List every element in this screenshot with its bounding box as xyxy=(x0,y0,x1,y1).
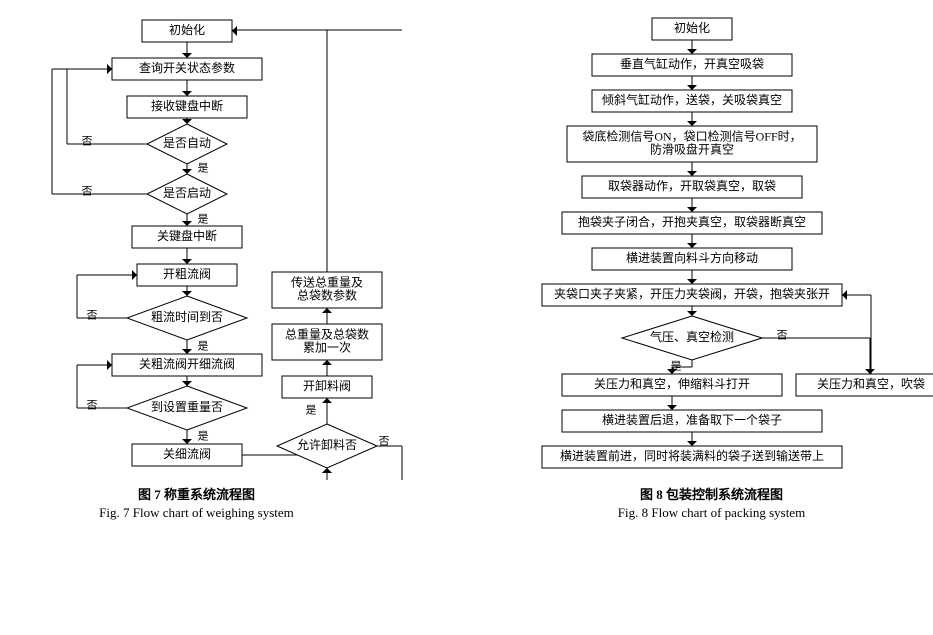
svg-text:允许卸料否: 允许卸料否 xyxy=(296,437,356,452)
svg-text:横进装置后退，准备取下一个袋子: 横进装置后退，准备取下一个袋子 xyxy=(601,413,781,427)
svg-text:是: 是 xyxy=(670,360,681,373)
figure-8-caption: 图 8 包装控制系统流程图 Fig. 8 Flow chart of packi… xyxy=(462,486,933,522)
svg-text:取袋器动作，开取袋真空，取袋: 取袋器动作，开取袋真空，取袋 xyxy=(607,179,775,193)
svg-text:初始化: 初始化 xyxy=(673,21,709,35)
svg-text:初始化: 初始化 xyxy=(168,23,204,37)
svg-text:否: 否 xyxy=(86,400,97,412)
svg-text:是否自动: 是否自动 xyxy=(162,136,210,150)
svg-text:是: 是 xyxy=(197,162,208,175)
svg-text:总袋数参数: 总袋数参数 xyxy=(296,287,356,302)
figure-8-title-cn: 图 8 包装控制系统流程图 xyxy=(462,486,933,504)
svg-text:是: 是 xyxy=(305,404,316,417)
svg-text:否: 否 xyxy=(378,436,389,448)
svg-text:抱袋夹子闭合，开抱夹真空，取袋器断真空: 抱袋夹子闭合，开抱夹真空，取袋器断真空 xyxy=(577,214,805,229)
svg-text:粗流时间到否: 粗流时间到否 xyxy=(150,310,222,324)
svg-text:传送总重量及: 传送总重量及 xyxy=(290,274,362,289)
svg-text:接收键盘中断: 接收键盘中断 xyxy=(150,98,222,113)
svg-text:防滑吸盘开真空: 防滑吸盘开真空 xyxy=(649,141,733,156)
figure-8-title-en: Fig. 8 Flow chart of packing system xyxy=(462,504,933,522)
svg-text:倾斜气缸动作，送袋，关吸袋真空: 倾斜气缸动作，送袋，关吸袋真空 xyxy=(601,92,781,107)
figure-7-title-en: Fig. 7 Flow chart of weighing system xyxy=(0,504,422,522)
svg-text:开粗流阀: 开粗流阀 xyxy=(162,267,210,281)
svg-text:是: 是 xyxy=(197,213,208,226)
svg-text:否: 否 xyxy=(81,186,92,198)
svg-text:否: 否 xyxy=(81,136,92,148)
figure-8: 是 否 初始化垂直气缸动作，开真空吸袋倾斜气缸动作，送袋，关吸袋真空袋底检测信号ON… xyxy=(462,10,933,522)
svg-text:累加一次: 累加一次 xyxy=(302,340,350,354)
svg-text:关细流阀: 关细流阀 xyxy=(162,447,210,461)
svg-text:是: 是 xyxy=(197,340,208,353)
svg-text:袋底检测信号ON，袋口检测信号OFF时，: 袋底检测信号ON，袋口检测信号OFF时， xyxy=(582,128,801,143)
svg-text:横进装置前进，同时将装满料的袋子送到输送带上: 横进装置前进，同时将装满料的袋子送到输送带上 xyxy=(559,448,823,463)
figure-7: 是否是否是否是否是否初始化查询开关状态参数接收键盘中断是否自动是否启动关键盘中断… xyxy=(0,10,422,522)
figure-7-title-cn: 图 7 称重系统流程图 xyxy=(0,486,422,504)
svg-text:总重量及总袋数: 总重量及总袋数 xyxy=(284,326,368,341)
svg-text:关压力和真空，吹袋: 关压力和真空，吹袋 xyxy=(816,377,924,391)
svg-text:是否启动: 是否启动 xyxy=(162,186,210,200)
svg-text:关粗流阀开细流阀: 关粗流阀开细流阀 xyxy=(138,357,234,371)
svg-text:否: 否 xyxy=(86,310,97,322)
svg-text:垂直气缸动作，开真空吸袋: 垂直气缸动作，开真空吸袋 xyxy=(619,56,763,71)
svg-text:关压力和真空，伸缩料斗打开: 关压力和真空，伸缩料斗打开 xyxy=(593,376,749,391)
figure-7-caption: 图 7 称重系统流程图 Fig. 7 Flow chart of weighin… xyxy=(0,486,422,522)
svg-text:到设置重量否: 到设置重量否 xyxy=(150,400,222,414)
svg-text:关键盘中断: 关键盘中断 xyxy=(156,228,216,243)
svg-text:是: 是 xyxy=(197,430,208,443)
svg-text:否: 否 xyxy=(776,330,787,342)
svg-text:查询开关状态参数: 查询开关状态参数 xyxy=(138,60,234,75)
svg-text:横进装置向料斗方向移动: 横进装置向料斗方向移动 xyxy=(625,250,757,265)
svg-text:夹袋口夹子夹紧，开压力夹袋阀，开袋，抱袋夹张开: 夹袋口夹子夹紧，开压力夹袋阀，开袋，抱袋夹张开 xyxy=(553,286,829,301)
svg-text:气压、真空检测: 气压、真空检测 xyxy=(649,329,733,344)
page-container: 是否是否是否是否是否初始化查询开关状态参数接收键盘中断是否自动是否启动关键盘中断… xyxy=(10,10,923,522)
svg-text:开卸料阀: 开卸料阀 xyxy=(302,378,350,393)
